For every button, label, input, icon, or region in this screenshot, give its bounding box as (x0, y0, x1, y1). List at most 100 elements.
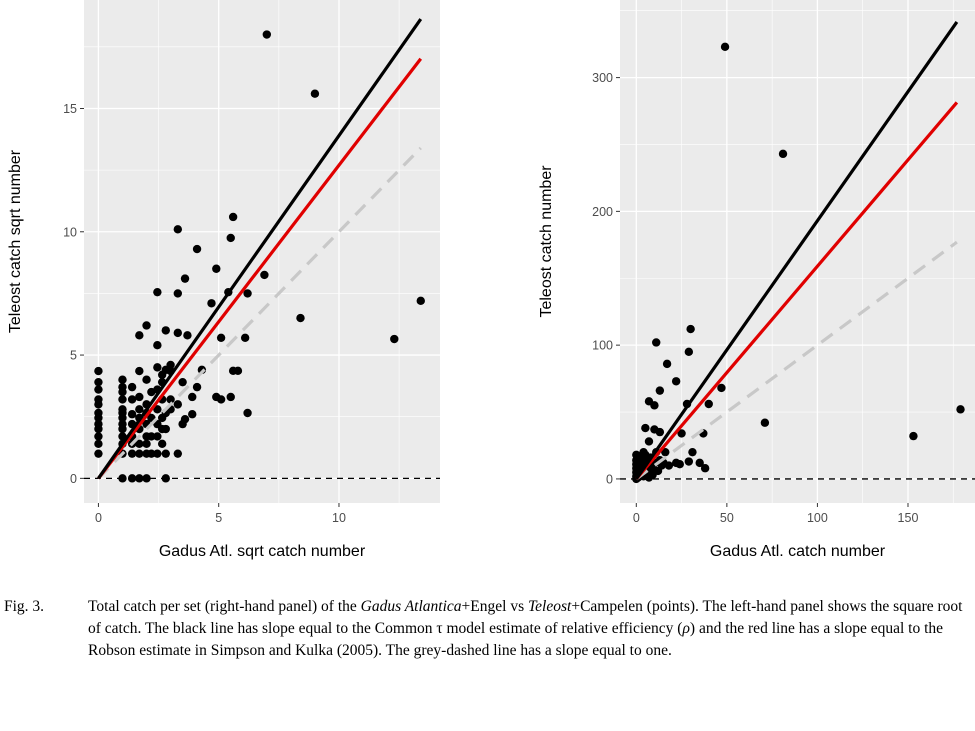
data-point (135, 366, 144, 376)
data-point (135, 439, 144, 449)
data-point (688, 447, 697, 457)
data-point (778, 149, 788, 159)
data-point (650, 401, 659, 410)
data-point (135, 392, 144, 402)
data-point (135, 405, 144, 414)
data-point (94, 385, 103, 394)
data-point (233, 366, 243, 376)
data-point (118, 375, 127, 384)
caption-italic: Teleost (527, 598, 572, 615)
x-axis-label: Gadus Atl. sqrt catch number (159, 543, 366, 560)
caption-text: Total catch per set (right-hand panel) o… (88, 596, 972, 662)
data-point (94, 377, 103, 387)
data-point (142, 321, 151, 330)
data-point (226, 392, 235, 402)
left-panel-sqrt-catch: 0 5 10 0 5 10 15 Gadus Atl. sqrt catch number Te… (7, 0, 440, 560)
y-tick-label: 0 (606, 472, 613, 486)
data-point (695, 458, 704, 468)
data-point (142, 439, 151, 449)
data-point (178, 377, 187, 387)
data-point (94, 439, 103, 449)
y-tick-label: 5 (70, 349, 77, 363)
data-point (142, 474, 151, 483)
data-point (153, 287, 162, 297)
data-point (644, 437, 654, 446)
right-panel-catch: 0 50 100 150 0 100 200 300 Gadus Atl. catch numb… (538, 0, 975, 560)
data-point (661, 447, 670, 457)
caption-italic: ρ (682, 620, 690, 637)
data-point (127, 410, 137, 419)
data-point (161, 449, 170, 458)
x-tick-label: 50 (720, 511, 734, 525)
data-point (641, 423, 650, 433)
data-point (243, 289, 252, 298)
data-point (153, 432, 162, 441)
data-point (684, 457, 694, 466)
data-point (704, 399, 713, 409)
data-point (127, 395, 137, 404)
data-point (153, 449, 162, 458)
data-point (662, 359, 672, 369)
data-point (183, 331, 192, 340)
data-point (173, 328, 183, 338)
data-point (118, 382, 127, 392)
data-point (677, 429, 686, 438)
data-point (310, 89, 320, 98)
data-point (671, 377, 681, 386)
data-point (153, 405, 162, 414)
data-point (416, 296, 425, 306)
data-point (173, 225, 183, 234)
data-point (956, 405, 965, 414)
data-point (173, 400, 183, 409)
data-point (188, 392, 197, 402)
data-point (180, 274, 190, 283)
data-point (135, 449, 144, 458)
data-point (161, 326, 170, 335)
data-point (180, 414, 190, 424)
data-point (153, 340, 162, 350)
data-point (153, 363, 162, 372)
data-point (135, 331, 144, 340)
slope-one-dashed-line (635, 240, 958, 481)
y-tick-label: 300 (592, 71, 613, 85)
data-point (207, 299, 216, 308)
data-point (212, 264, 221, 273)
x-tick-label: 10 (332, 511, 346, 525)
data-point (166, 360, 175, 370)
data-point (720, 42, 730, 52)
data-point (147, 432, 156, 441)
data-point (296, 313, 305, 323)
data-point (652, 338, 661, 347)
data-point (228, 212, 238, 222)
data-point (127, 449, 137, 458)
robson-line (635, 101, 959, 480)
x-tick-label: 0 (95, 511, 102, 525)
data-point (664, 461, 674, 470)
robson-line (97, 57, 423, 480)
data-point (118, 405, 127, 414)
y-tick-label: 15 (63, 102, 77, 116)
figure-number: Fig. 3. (4, 598, 45, 615)
common-tau-line (634, 21, 959, 480)
data-point (127, 382, 137, 392)
x-tick-label: 150 (898, 511, 919, 525)
data-point (760, 418, 770, 427)
data-point (188, 410, 197, 419)
data-point (173, 449, 183, 458)
y-tick-label: 200 (592, 205, 613, 219)
caption-part: +Campelen (points). The left-hand panel … (88, 598, 963, 637)
caption-part: +Engel vs (461, 598, 528, 615)
data-point (686, 324, 695, 334)
data-point (142, 375, 151, 384)
data-point (717, 383, 726, 393)
y-tick-label: 100 (592, 339, 613, 353)
data-point (240, 333, 250, 342)
y-tick-label: 0 (70, 472, 77, 486)
data-point (655, 386, 665, 395)
data-point (94, 432, 103, 441)
data-point (173, 289, 183, 298)
data-point (216, 395, 226, 404)
data-point (262, 30, 272, 39)
y-tick-label: 10 (63, 225, 77, 239)
data-point (94, 366, 103, 376)
